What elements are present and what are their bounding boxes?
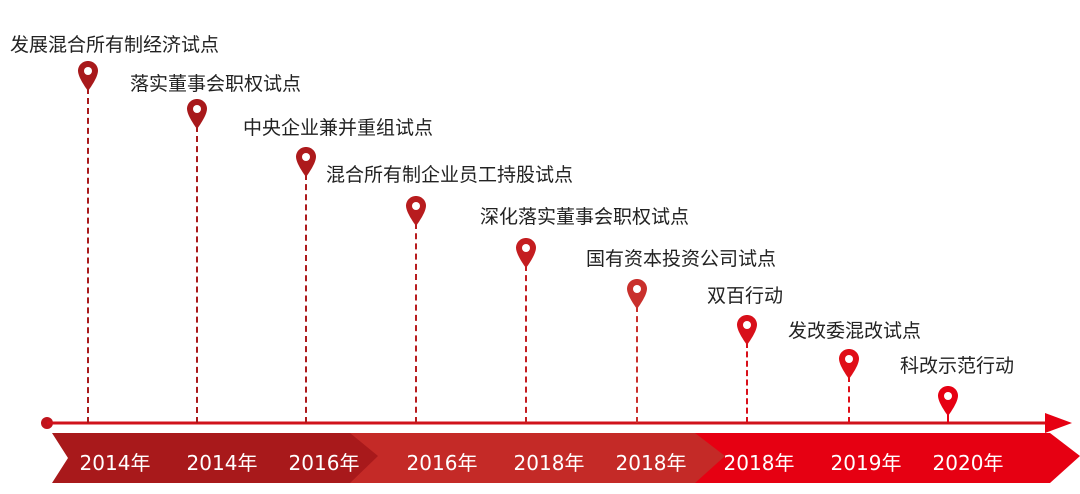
- milestone-year: 2020年: [932, 451, 1004, 475]
- location-pin-icon: [938, 386, 958, 416]
- milestone-year: 2018年: [615, 451, 687, 475]
- milestone-year: 2018年: [723, 451, 795, 475]
- milestone-label: 中央企业兼并重组试点: [243, 117, 434, 139]
- milestone-label: 国有资本投资公司试点: [586, 248, 777, 270]
- milestone-dashed-line: [746, 342, 748, 423]
- milestone-label: 落实董事会职权试点: [130, 73, 302, 95]
- band-segment-mid: [350, 433, 725, 483]
- milestone-label: 双百行动: [707, 285, 784, 307]
- milestone-label: 混合所有制企业员工持股试点: [326, 164, 574, 186]
- milestone-year: 2019年: [830, 451, 902, 475]
- milestone-dashed-line: [305, 174, 307, 423]
- milestone-year: 2014年: [186, 451, 258, 475]
- location-pin-icon: [839, 349, 859, 379]
- milestone-dashed-line: [196, 126, 198, 423]
- band-segment-bright: [670, 433, 1080, 483]
- location-pin-icon: [187, 99, 207, 129]
- band-segment-dark: [52, 433, 378, 483]
- location-pin-icon: [737, 315, 757, 345]
- milestone-dashed-line: [525, 265, 527, 423]
- location-pin-icon: [406, 196, 426, 226]
- location-pin-icon: [627, 279, 647, 309]
- location-pin-icon: [78, 61, 98, 91]
- milestone-dashed-line: [848, 376, 850, 423]
- milestone-year: 2014年: [79, 451, 151, 475]
- milestone-label: 发展混合所有制经济试点: [10, 34, 220, 56]
- milestone-label: 科改示范行动: [900, 355, 1015, 377]
- milestone-label: 深化落实董事会职权试点: [480, 206, 690, 228]
- milestone-year: 2018年: [513, 451, 585, 475]
- milestone-dashed-line: [415, 223, 417, 423]
- milestone-dashed-line: [636, 306, 638, 423]
- milestone-dashed-line: [947, 413, 949, 423]
- milestone-dashed-line: [87, 88, 89, 423]
- location-pin-icon: [296, 147, 316, 177]
- axis-arrow-icon: [1045, 413, 1072, 433]
- milestone-year: 2016年: [288, 451, 360, 475]
- milestone-year: 2016年: [406, 451, 478, 475]
- milestone-label: 发改委混改试点: [788, 320, 922, 342]
- location-pin-icon: [516, 238, 536, 268]
